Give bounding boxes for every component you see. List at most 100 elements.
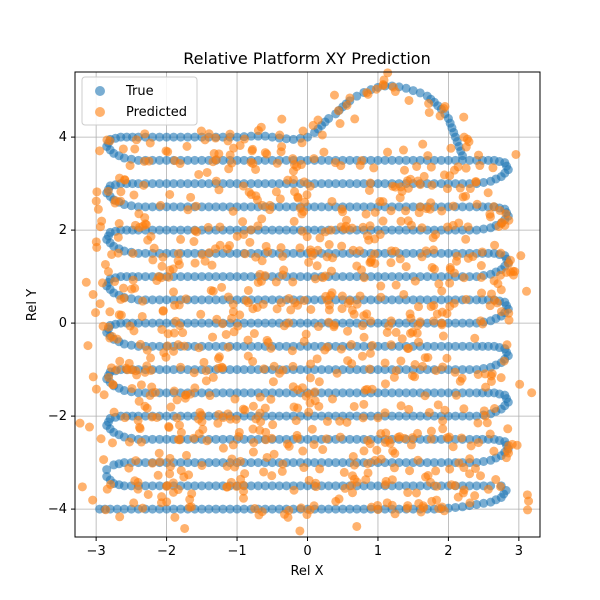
predicted-point	[250, 504, 260, 514]
true-point	[260, 481, 270, 491]
predicted-point	[135, 422, 145, 432]
predicted-point	[169, 386, 179, 396]
predicted-point	[367, 340, 377, 350]
predicted-point	[399, 165, 409, 175]
predicted-point	[406, 174, 416, 184]
predicted-point	[476, 272, 486, 282]
predicted-point	[496, 482, 506, 492]
true-point	[102, 472, 112, 482]
true-point	[162, 318, 172, 328]
true-point	[246, 318, 256, 328]
predicted-point	[470, 333, 480, 343]
predicted-point	[305, 181, 315, 191]
true-point	[274, 411, 284, 421]
predicted-point	[158, 252, 168, 262]
true-point	[443, 155, 453, 165]
predicted-point	[118, 144, 128, 154]
predicted-point	[182, 141, 192, 151]
predicted-point	[225, 150, 235, 160]
true-point	[436, 388, 446, 398]
true-point	[408, 86, 418, 96]
predicted-point	[144, 156, 154, 166]
predicted-point	[453, 492, 463, 502]
predicted-point	[429, 316, 439, 326]
predicted-point	[84, 422, 94, 432]
true-point	[232, 365, 242, 375]
true-point	[267, 179, 277, 189]
predicted-point	[337, 241, 347, 251]
true-point	[295, 272, 305, 282]
true-point	[176, 179, 186, 189]
predicted-point	[324, 317, 334, 327]
predicted-point	[289, 485, 299, 495]
true-point	[218, 434, 228, 444]
predicted-point	[161, 146, 171, 156]
predicted-point	[256, 417, 266, 427]
true-point	[436, 341, 446, 351]
predicted-point	[319, 147, 329, 157]
predicted-point	[306, 304, 316, 314]
true-point	[422, 458, 432, 468]
predicted-point	[465, 469, 475, 479]
true-point	[239, 272, 249, 282]
predicted-point	[138, 503, 148, 513]
true-point	[140, 272, 150, 282]
true-point	[472, 388, 482, 398]
true-point	[197, 179, 207, 189]
true-point	[281, 411, 291, 421]
predicted-point	[322, 416, 332, 426]
predicted-point	[361, 475, 371, 485]
predicted-point	[403, 488, 413, 498]
predicted-point	[482, 418, 492, 428]
true-point	[450, 411, 460, 421]
predicted-point	[501, 453, 511, 463]
predicted-point	[359, 273, 369, 283]
predicted-point	[218, 443, 228, 453]
predicted-point	[502, 446, 512, 456]
y-tick-label: 2	[59, 223, 67, 238]
predicted-point	[88, 495, 98, 505]
predicted-point	[268, 420, 278, 430]
true-point	[204, 295, 214, 305]
predicted-point	[347, 359, 357, 369]
true-point	[211, 504, 221, 514]
true-point	[317, 504, 327, 514]
predicted-point	[238, 181, 248, 191]
predicted-point	[172, 413, 182, 423]
predicted-point	[455, 183, 465, 193]
predicted-point	[503, 424, 513, 434]
predicted-point	[335, 119, 345, 129]
true-point	[458, 341, 467, 351]
predicted-point	[293, 385, 303, 395]
predicted-point	[292, 433, 302, 443]
true-point	[338, 248, 348, 258]
predicted-point	[130, 476, 140, 486]
predicted-point	[388, 82, 398, 92]
predicted-point	[239, 229, 249, 239]
predicted-point	[404, 343, 414, 353]
predicted-point	[369, 163, 379, 173]
true-point	[380, 388, 390, 398]
predicted-point	[169, 287, 179, 297]
predicted-point	[302, 190, 312, 200]
x-axis-label: Rel X	[290, 564, 323, 579]
predicted-point	[515, 379, 525, 389]
predicted-point	[348, 452, 358, 462]
predicted-point	[476, 316, 486, 326]
predicted-point	[459, 112, 469, 122]
predicted-point	[228, 299, 238, 309]
predicted-point	[359, 399, 369, 409]
predicted-point	[359, 446, 369, 456]
predicted-point	[445, 278, 455, 288]
predicted-point	[524, 496, 534, 506]
true-point	[345, 179, 355, 189]
predicted-point	[174, 420, 184, 430]
predicted-point	[439, 506, 449, 516]
predicted-point	[277, 114, 287, 124]
predicted-point	[258, 299, 268, 309]
true-point	[401, 365, 411, 375]
predicted-point	[93, 204, 103, 214]
predicted-point	[397, 334, 407, 344]
true-point	[317, 388, 327, 398]
predicted-point	[404, 95, 414, 105]
